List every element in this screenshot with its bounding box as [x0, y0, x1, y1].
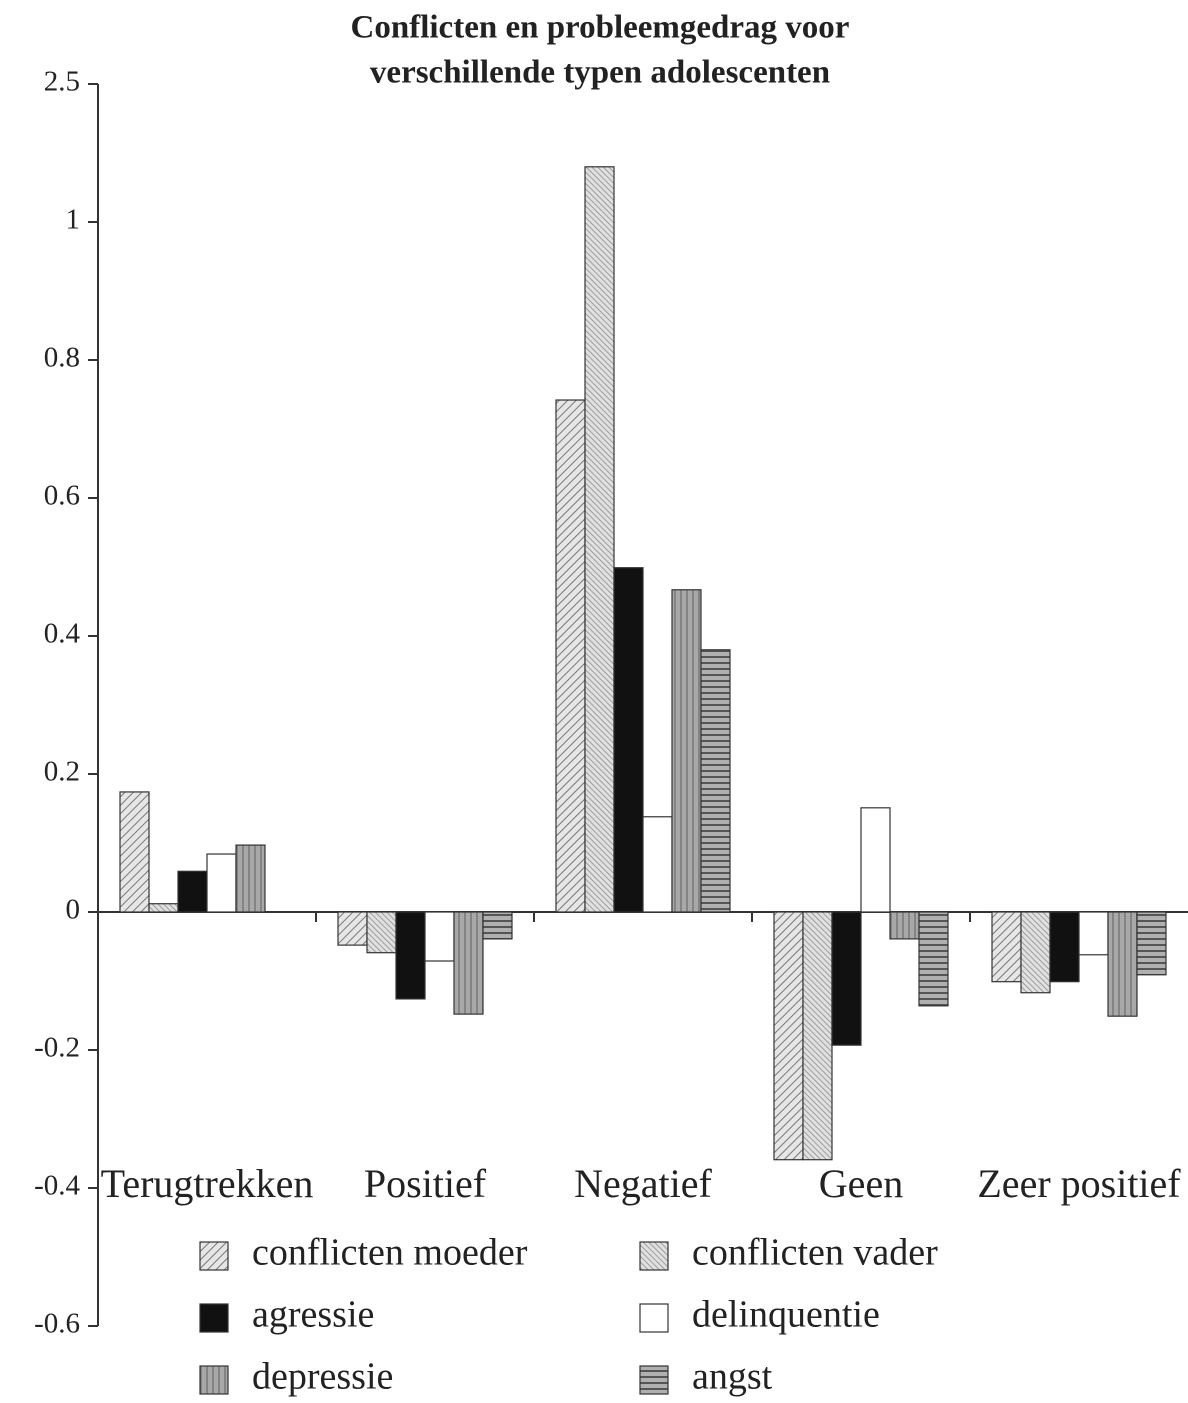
bar	[424, 911, 455, 962]
y-tick-label: 0.2	[44, 756, 80, 788]
y-tick-label: 0.4	[44, 618, 81, 650]
y-tick-label: -0.2	[34, 1032, 80, 1064]
legend-swatch	[639, 1241, 669, 1271]
bar	[1107, 911, 1138, 1017]
bar	[773, 911, 804, 1161]
legend-label: conflicten vader	[692, 1232, 938, 1274]
y-tick-label: -0.4	[34, 1170, 80, 1202]
bar	[991, 911, 1022, 983]
y-tick-label: 0	[66, 894, 81, 926]
legend-swatch	[639, 1365, 669, 1395]
bar	[337, 911, 368, 946]
bar	[119, 791, 150, 913]
bar	[1078, 911, 1109, 956]
bar	[918, 911, 949, 1007]
bar	[860, 807, 891, 913]
x-tick-label: Negatief	[574, 1161, 712, 1206]
bar	[148, 903, 179, 913]
y-tick-label: 0.8	[44, 342, 80, 374]
bar	[613, 567, 644, 913]
legend-swatch	[199, 1241, 229, 1271]
bar	[177, 870, 208, 913]
bar	[555, 399, 586, 913]
bar	[1020, 911, 1051, 994]
bar	[1136, 911, 1167, 976]
bar	[889, 911, 920, 940]
legend-label: delinquentie	[692, 1294, 880, 1336]
bar	[831, 911, 862, 1046]
legend-label: conflicten moeder	[252, 1232, 528, 1274]
bar	[642, 816, 673, 913]
bar	[235, 844, 266, 913]
legend-swatch	[199, 1365, 229, 1395]
x-tick-label: Positief	[364, 1161, 487, 1206]
y-tick-label: -0.6	[34, 1308, 80, 1340]
bar	[1049, 911, 1080, 983]
chart-title: Conflicten en probleemgedrag voor	[351, 10, 850, 46]
legend-swatch	[639, 1303, 669, 1333]
bar	[802, 911, 833, 1161]
y-tick-label: 0.6	[44, 480, 80, 512]
legend-label: depressie	[252, 1356, 393, 1398]
bar	[700, 649, 731, 913]
x-tick-label: Geen	[819, 1161, 903, 1206]
y-tick-label: 1	[66, 204, 81, 236]
legend-label: angst	[692, 1356, 773, 1398]
y-tick-label: 2.5	[44, 66, 80, 98]
bar	[453, 911, 484, 1015]
x-tick-label: Zeer positief	[977, 1161, 1181, 1206]
bar	[584, 166, 615, 913]
bar	[395, 911, 426, 1000]
legend-label: agressie	[252, 1294, 374, 1336]
legend-swatch	[199, 1303, 229, 1333]
bar	[206, 853, 237, 913]
bar	[366, 911, 397, 954]
chart-title: verschillende typen adolescenten	[370, 55, 830, 91]
bar	[482, 911, 513, 940]
x-tick-label: Terugtrekken	[101, 1161, 314, 1206]
bar	[671, 589, 702, 913]
